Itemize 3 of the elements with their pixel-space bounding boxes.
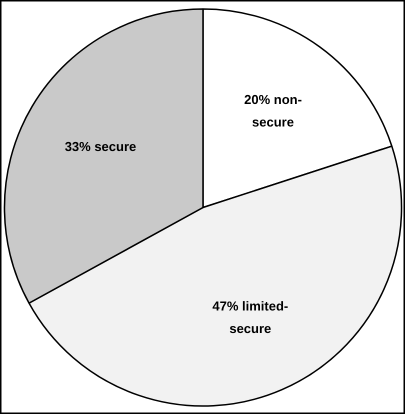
slice-label: 20% non-secure [244, 92, 302, 130]
slice-label: 33% secure [64, 139, 136, 154]
slice-label: 47% limited-secure [212, 298, 288, 336]
